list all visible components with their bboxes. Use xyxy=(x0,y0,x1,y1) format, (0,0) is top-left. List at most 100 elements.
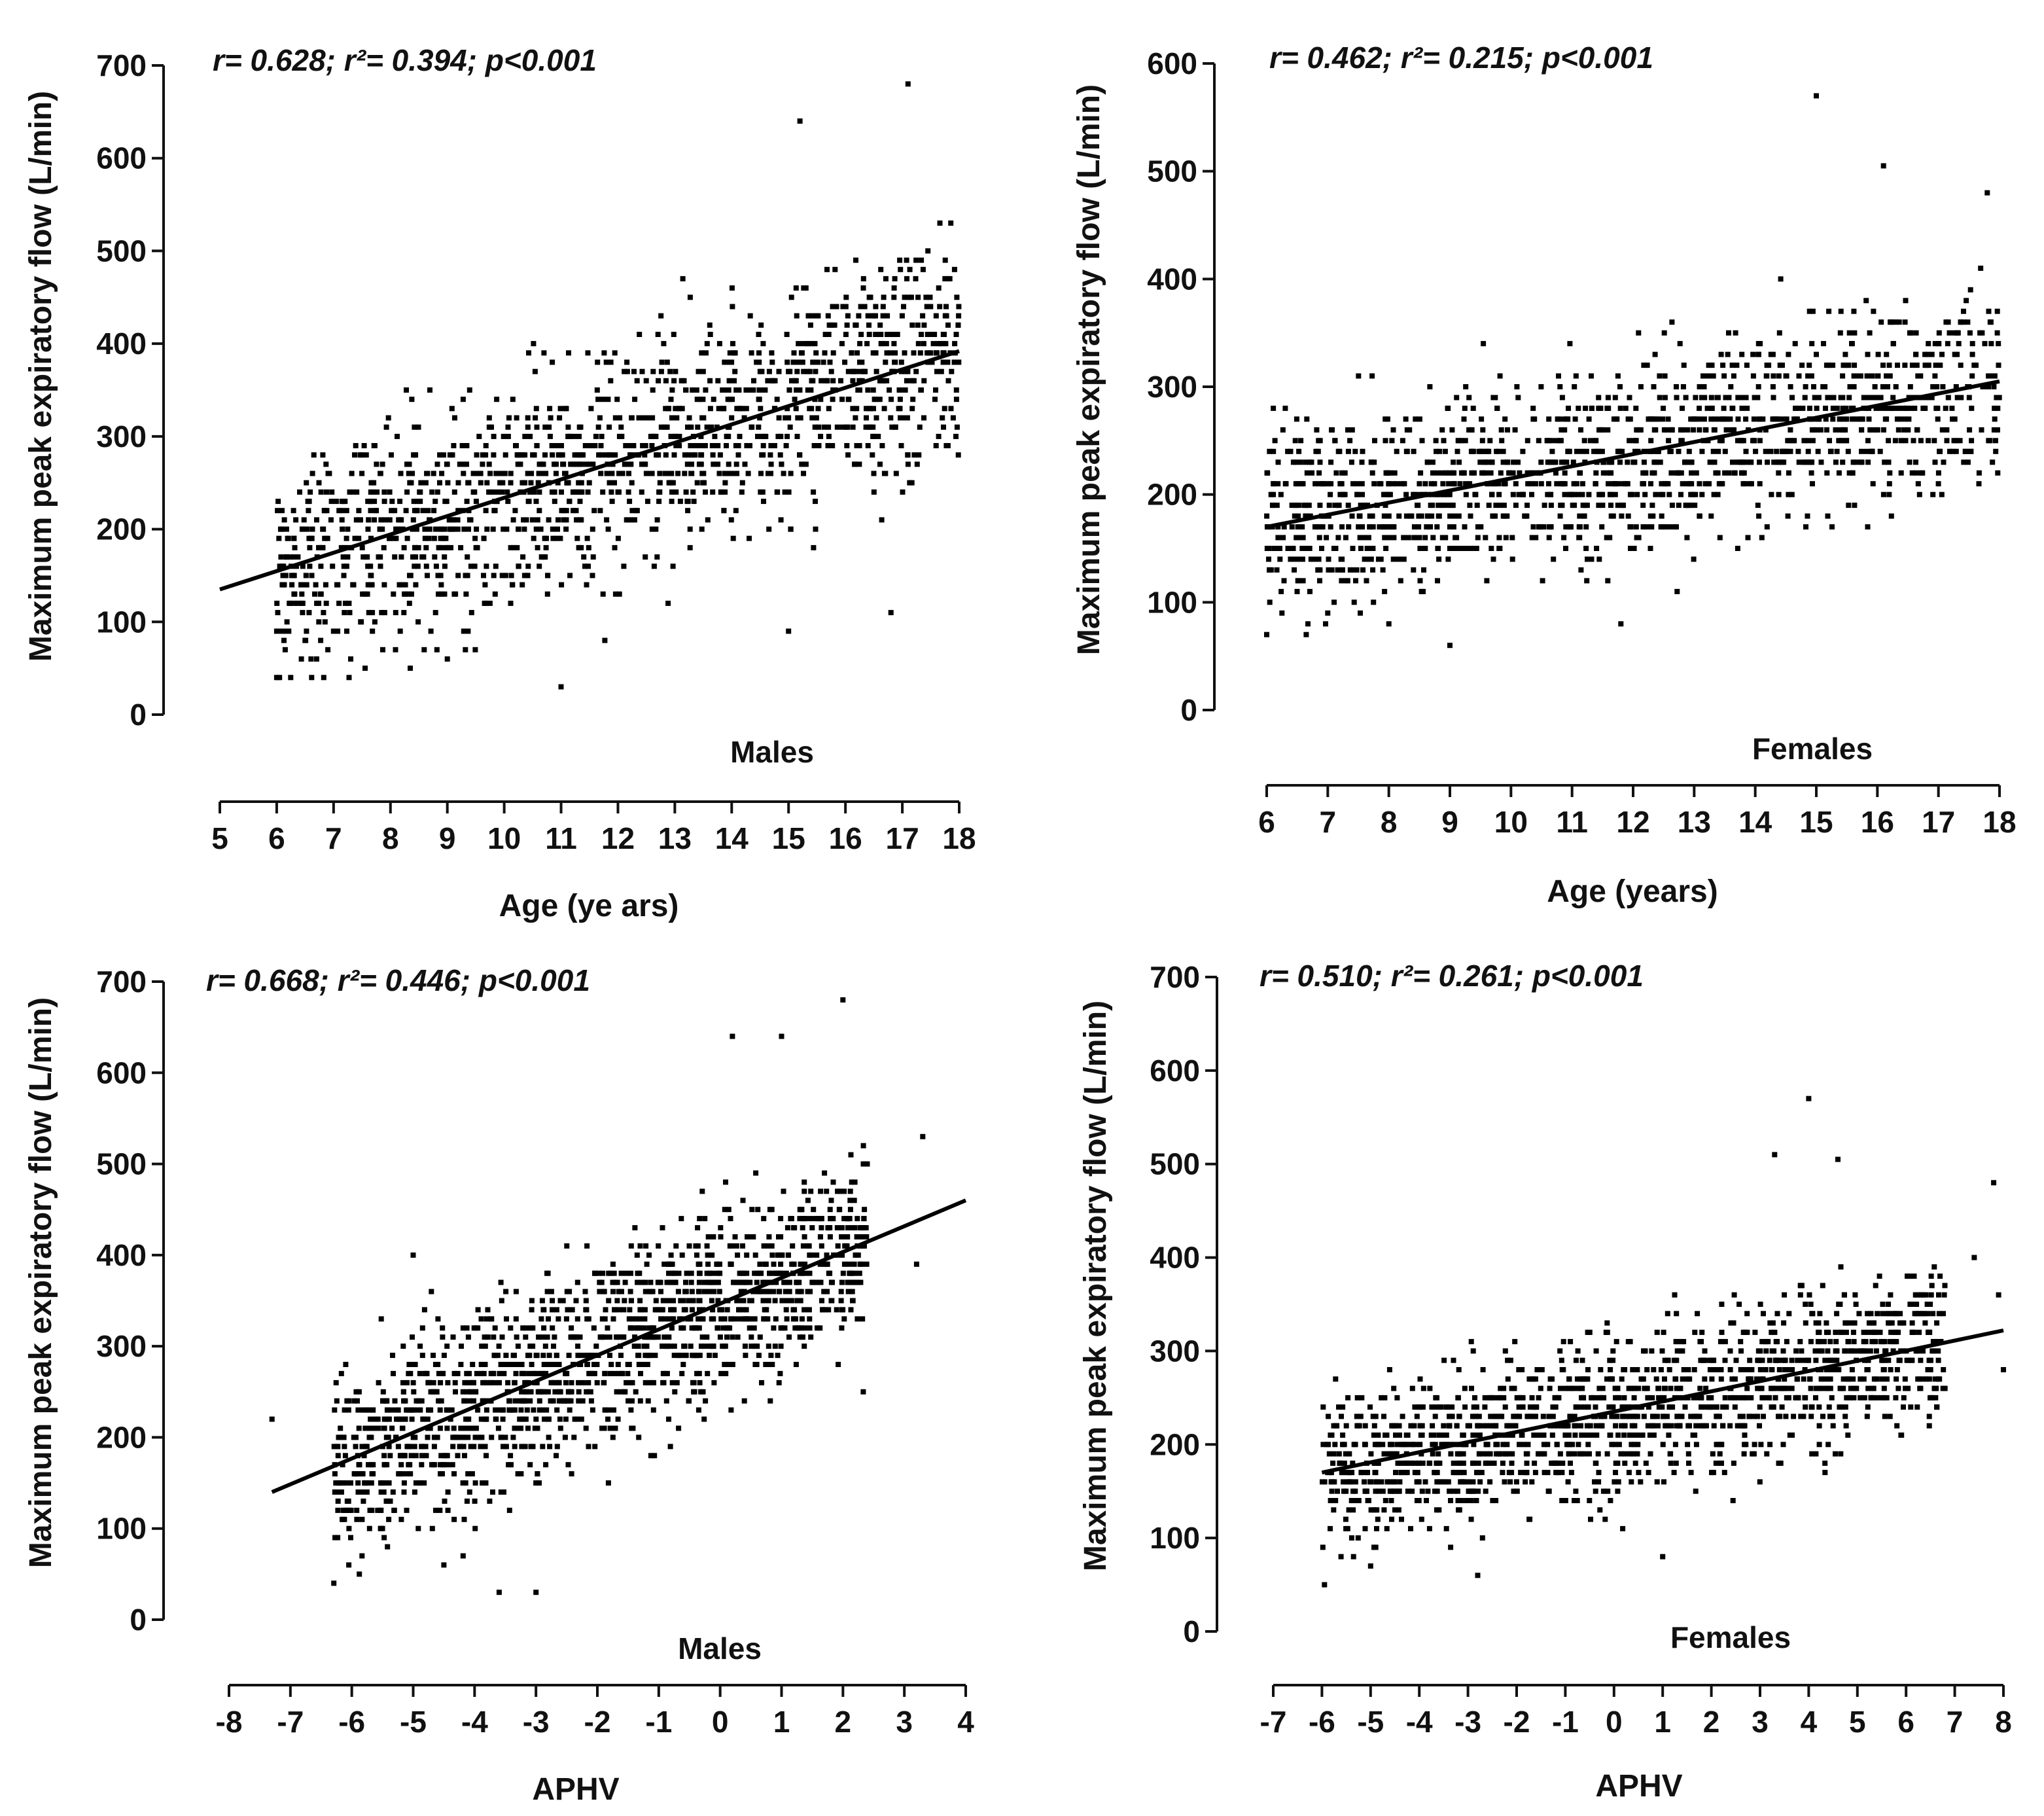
data-point xyxy=(1374,1525,1379,1531)
data-point xyxy=(1752,438,1757,444)
data-point xyxy=(1766,363,1772,368)
data-point xyxy=(299,526,305,532)
data-point xyxy=(1846,470,1852,476)
data-point xyxy=(747,1325,752,1331)
data-point xyxy=(696,368,701,374)
data-point xyxy=(1593,470,1599,476)
data-point xyxy=(1689,470,1694,476)
data-point xyxy=(438,1453,444,1459)
data-point xyxy=(1750,351,1756,357)
data-point xyxy=(845,1279,851,1285)
data-point xyxy=(583,1425,589,1431)
data-point xyxy=(1436,513,1441,519)
data-point xyxy=(1317,438,1323,444)
data-point xyxy=(710,452,716,458)
data-point xyxy=(1651,384,1657,389)
data-point xyxy=(1370,524,1376,530)
data-point xyxy=(956,313,962,319)
data-point xyxy=(1571,481,1577,487)
data-point xyxy=(482,582,488,588)
data-point xyxy=(445,1507,451,1513)
data-point xyxy=(1494,448,1500,454)
data-point xyxy=(565,1307,571,1313)
data-point xyxy=(1771,459,1777,465)
data-point xyxy=(694,397,700,402)
data-point xyxy=(714,1270,720,1276)
data-point xyxy=(1943,405,1948,411)
data-point xyxy=(505,499,511,505)
data-point xyxy=(1582,503,1588,508)
data-point xyxy=(464,1380,470,1385)
data-point xyxy=(852,1270,857,1276)
data-point xyxy=(1702,481,1708,487)
data-point xyxy=(492,1353,498,1359)
data-point xyxy=(1370,567,1376,573)
data-point xyxy=(709,443,715,448)
data-point xyxy=(696,1316,701,1322)
data-point xyxy=(860,285,866,291)
data-point xyxy=(1451,459,1456,465)
data-point xyxy=(419,1325,425,1331)
data-point xyxy=(830,443,835,448)
data-point xyxy=(1945,395,1951,401)
data-point xyxy=(783,415,789,421)
data-point xyxy=(694,480,700,486)
data-point xyxy=(900,415,906,421)
data-point xyxy=(1326,567,1331,573)
data-point xyxy=(1911,438,1916,444)
data-point xyxy=(936,285,942,291)
data-point xyxy=(902,368,908,374)
data-point xyxy=(1786,470,1791,476)
data-point xyxy=(872,397,877,402)
data-point xyxy=(508,480,514,486)
data-point xyxy=(637,1243,643,1249)
data-point xyxy=(913,257,919,263)
data-point xyxy=(549,443,555,448)
data-point xyxy=(1980,384,1986,389)
data-point xyxy=(614,1298,620,1304)
data-point xyxy=(819,378,824,383)
data-point xyxy=(1280,535,1286,541)
data-point xyxy=(309,526,315,532)
data-point xyxy=(513,443,518,448)
data-point xyxy=(790,1243,796,1249)
data-point xyxy=(1897,405,1902,411)
data-point xyxy=(764,1289,770,1294)
data-point xyxy=(1916,491,1922,497)
y-tick-label: 200 xyxy=(1147,478,1197,512)
data-point xyxy=(749,1344,754,1349)
data-point xyxy=(1382,588,1388,594)
data-point xyxy=(592,1270,598,1276)
data-point xyxy=(275,610,281,616)
data-point xyxy=(809,341,815,347)
data-point xyxy=(744,443,750,448)
x-tick-label: 1 xyxy=(773,1705,790,1739)
data-point xyxy=(1625,513,1631,519)
y-tick-label: 300 xyxy=(96,419,147,454)
data-point xyxy=(364,1489,370,1495)
data-point xyxy=(280,573,286,579)
data-point xyxy=(760,489,766,495)
data-point xyxy=(909,480,915,486)
data-point xyxy=(1781,448,1787,454)
data-point xyxy=(1540,578,1545,584)
data-point xyxy=(1538,384,1544,389)
data-point xyxy=(586,544,591,550)
data-point xyxy=(1517,470,1523,476)
data-point xyxy=(527,489,533,495)
data-point xyxy=(703,489,708,495)
data-point xyxy=(815,313,821,319)
data-point xyxy=(1847,384,1853,389)
data-point xyxy=(404,535,410,541)
data-point xyxy=(281,637,287,643)
data-point xyxy=(1818,427,1824,433)
data-point xyxy=(743,406,749,412)
data-point xyxy=(936,341,942,347)
data-point xyxy=(488,1380,494,1385)
data-point xyxy=(858,332,864,337)
data-point xyxy=(1809,341,1815,347)
data-point xyxy=(683,387,689,393)
data-point xyxy=(335,1489,341,1495)
data-point xyxy=(1852,330,1858,336)
data-point xyxy=(276,535,282,541)
